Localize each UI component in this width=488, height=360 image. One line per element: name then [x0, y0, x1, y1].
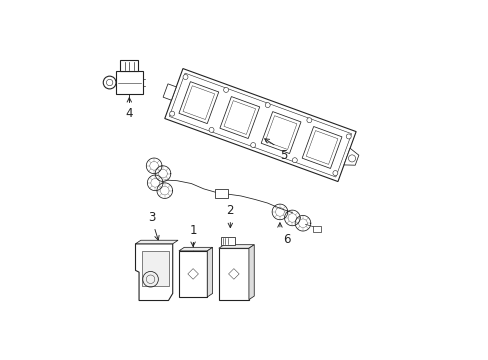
Polygon shape — [261, 112, 301, 154]
Polygon shape — [248, 245, 254, 300]
Circle shape — [103, 76, 116, 89]
Polygon shape — [179, 247, 212, 251]
Circle shape — [169, 111, 174, 116]
Bar — [179, 251, 207, 297]
Text: 2: 2 — [226, 204, 234, 217]
Circle shape — [209, 127, 214, 132]
Circle shape — [332, 171, 337, 176]
Text: 3: 3 — [148, 211, 155, 224]
Polygon shape — [207, 247, 212, 297]
Polygon shape — [163, 84, 176, 100]
Circle shape — [183, 75, 187, 80]
Circle shape — [306, 118, 311, 123]
Bar — [218, 248, 248, 300]
Polygon shape — [218, 245, 254, 248]
Bar — [214, 189, 228, 198]
Polygon shape — [135, 244, 172, 301]
Circle shape — [348, 155, 355, 162]
Polygon shape — [142, 251, 169, 286]
Bar — [120, 60, 138, 71]
Circle shape — [250, 143, 255, 148]
Polygon shape — [179, 82, 218, 123]
Bar — [220, 237, 234, 245]
Text: 1: 1 — [189, 224, 197, 237]
Circle shape — [292, 158, 297, 163]
Polygon shape — [220, 96, 259, 139]
Circle shape — [264, 103, 270, 108]
Polygon shape — [344, 148, 358, 165]
Bar — [116, 71, 142, 94]
Polygon shape — [302, 126, 341, 168]
Text: 4: 4 — [125, 107, 133, 120]
Polygon shape — [164, 68, 355, 181]
Bar — [313, 226, 321, 232]
Circle shape — [223, 87, 228, 93]
Polygon shape — [135, 240, 178, 244]
Circle shape — [346, 134, 350, 139]
Text: 6: 6 — [282, 233, 290, 246]
Text: 5: 5 — [279, 149, 287, 162]
